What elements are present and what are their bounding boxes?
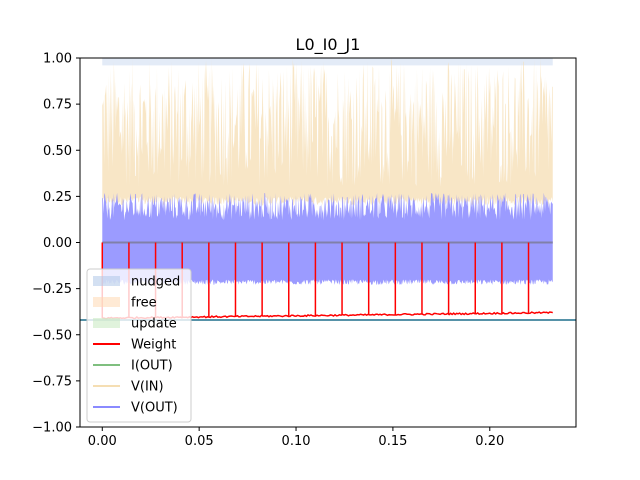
legend-label: Weight xyxy=(131,338,176,353)
x-tick-label: 0.15 xyxy=(378,434,407,449)
legend-swatch xyxy=(93,276,120,286)
nudged-span xyxy=(102,58,553,66)
y-tick-label: −0.25 xyxy=(32,282,72,297)
chart-title: L0_I0_J1 xyxy=(296,35,361,55)
v-out-series xyxy=(102,192,553,285)
x-tick-label: 0.00 xyxy=(88,434,117,449)
legend-label: update xyxy=(131,317,177,332)
y-tick-label: 0.00 xyxy=(43,236,72,251)
x-axis: 0.00 0.05 0.10 0.15 0.20 xyxy=(88,427,504,449)
x-tick-label: 0.10 xyxy=(282,434,311,449)
legend-swatch xyxy=(93,318,120,328)
y-tick-label: 0.25 xyxy=(43,190,72,205)
v-in-series xyxy=(102,58,553,206)
legend-label: I(OUT) xyxy=(131,359,173,374)
legend-label: V(OUT) xyxy=(131,401,178,416)
y-tick-label: −0.75 xyxy=(32,374,72,389)
y-tick-label: −0.50 xyxy=(32,328,72,343)
x-tick-label: 0.20 xyxy=(475,434,504,449)
legend-label: nudged xyxy=(131,275,180,290)
y-tick-label: 0.50 xyxy=(43,144,72,159)
legend-swatch xyxy=(93,297,120,307)
y-tick-label: −1.00 xyxy=(32,421,72,436)
legend-label: V(IN) xyxy=(131,380,164,395)
y-tick-label: 1.00 xyxy=(43,52,72,67)
x-tick-label: 0.05 xyxy=(185,434,214,449)
legend-box xyxy=(86,268,192,423)
legend-label: free xyxy=(131,296,157,311)
y-tick-label: 0.75 xyxy=(43,98,72,113)
y-axis: 1.00 0.75 0.50 0.25 0.00 −0.25 −0.50 −0.75 −1.00 xyxy=(32,52,80,436)
legend: nudged free update Weight I(OUT) V(IN) V(OUT) xyxy=(86,268,192,423)
